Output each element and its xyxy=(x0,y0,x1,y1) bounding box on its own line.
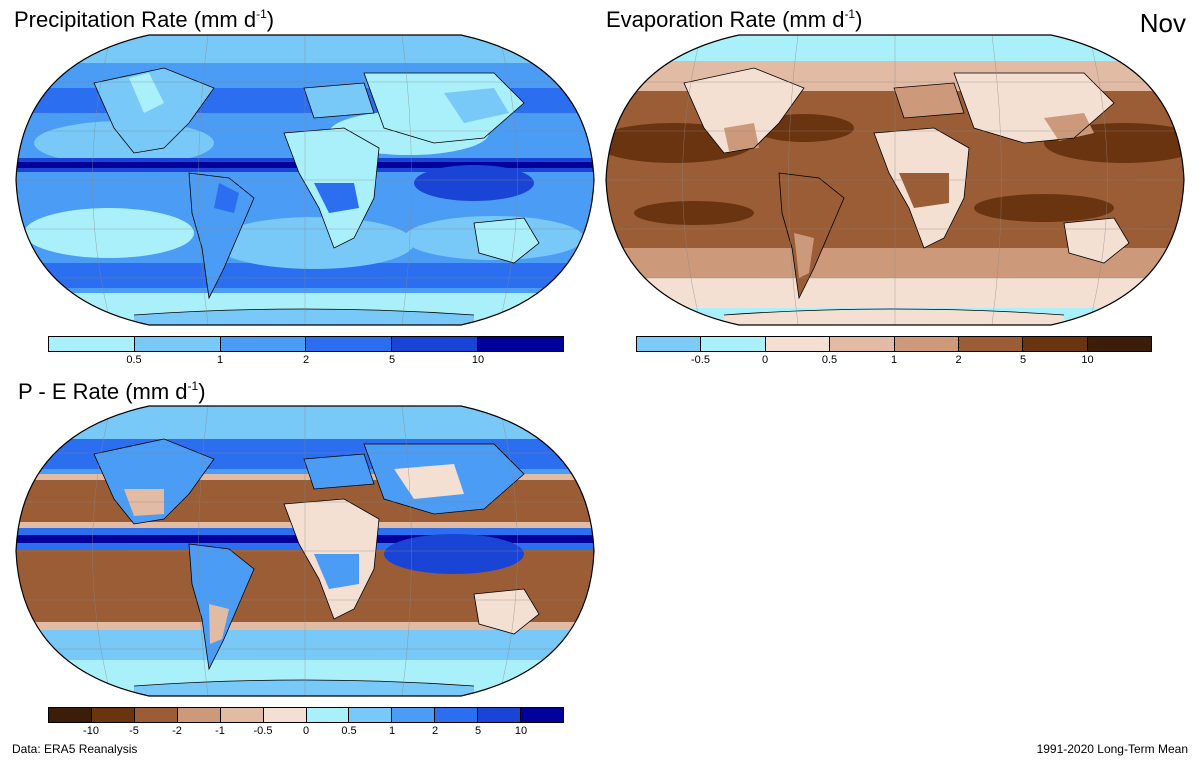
pe-colorbar-tick: -0.5 xyxy=(253,725,273,737)
pe-colorbar-tick: -1 xyxy=(215,725,225,737)
evap-colorbar-segment xyxy=(1087,337,1151,351)
precip-colorbar-tick: 10 xyxy=(471,354,485,366)
pe-colorbar-segment xyxy=(263,708,307,722)
pe-colorbar-tick: 5 xyxy=(474,725,482,737)
pe-colorbar-ticks: -10 -5 -2 -1 -0.5 0 0.5 1 2 5 10 xyxy=(48,725,564,739)
pe-colorbar-segment xyxy=(435,708,479,722)
pe-colorbar-segment xyxy=(306,708,350,722)
precip-title-text: Precipitation Rate (mm d xyxy=(14,7,257,32)
pe-title-close: ) xyxy=(198,379,206,404)
precip-colorbar-segment xyxy=(306,337,393,351)
evap-colorbar-tick: 0 xyxy=(761,354,769,366)
precip-title-exponent: -1 xyxy=(256,7,267,21)
evap-colorbar-segment xyxy=(1023,337,1088,351)
pe-colorbar-segment xyxy=(134,708,178,722)
precip-colorbar-segment xyxy=(49,337,135,351)
pe-colorbar-segment xyxy=(521,708,564,722)
pe-colorbar-segment xyxy=(91,708,135,722)
evap-colorbar-tick: 2 xyxy=(955,354,962,366)
precip-colorbar-segment xyxy=(134,337,221,351)
evap-colorbar-segment xyxy=(701,337,766,351)
pe-colorbar xyxy=(48,707,564,723)
precip-title: Precipitation Rate (mm d-1) xyxy=(14,8,274,31)
evap-title-close: ) xyxy=(855,7,863,32)
pe-colorbar-tick: -10 xyxy=(83,725,99,737)
pe-title-text: P - E Rate (mm d xyxy=(18,379,188,404)
precip-colorbar-segment xyxy=(220,337,307,351)
evap-colorbar-segment xyxy=(894,337,959,351)
evap-colorbar-tick: 10 xyxy=(1081,354,1094,366)
pe-map xyxy=(15,405,595,697)
evap-colorbar-segment xyxy=(765,337,831,351)
evap-colorbar xyxy=(636,336,1152,352)
evap-colorbar-tick: -0.5 xyxy=(691,354,710,366)
evap-title-exponent: -1 xyxy=(844,7,856,21)
pe-colorbar-tick: -5 xyxy=(129,725,139,737)
period-label: 1991-2020 Long-Term Mean xyxy=(1036,742,1188,756)
data-source-label: Data: ERA5 Reanalysis xyxy=(12,742,138,756)
precip-colorbar-tick: 0.5 xyxy=(126,354,142,366)
pe-colorbar-tick: -2 xyxy=(172,725,182,737)
precip-colorbar-tick: 1 xyxy=(216,354,224,366)
precip-map xyxy=(15,34,595,326)
evap-colorbar-segment xyxy=(637,337,702,351)
pe-colorbar-segment xyxy=(478,708,522,722)
precip-colorbar-tick: 5 xyxy=(388,354,396,366)
pe-colorbar-segment xyxy=(220,708,264,722)
evap-colorbar-segment xyxy=(830,337,895,351)
pe-colorbar-segment xyxy=(49,708,92,722)
pe-colorbar-tick: 0.5 xyxy=(341,725,357,737)
precip-title-close: ) xyxy=(266,7,275,32)
precip-colorbar-tick: 2 xyxy=(302,354,310,366)
month-label: Nov xyxy=(1139,8,1186,38)
pe-colorbar-segment xyxy=(392,708,436,722)
pe-title-exponent: -1 xyxy=(187,379,199,393)
pe-colorbar-tick: 10 xyxy=(514,725,528,737)
precip-colorbar-segment xyxy=(392,337,479,351)
pe-colorbar-segment xyxy=(349,708,393,722)
pe-colorbar-segment xyxy=(177,708,221,722)
precip-colorbar-ticks: 0.5 1 2 5 10 xyxy=(48,354,564,368)
pe-colorbar-tick: 0 xyxy=(302,725,310,737)
evap-map xyxy=(605,34,1185,326)
evap-title: Evaporation Rate (mm d-1) xyxy=(606,8,862,31)
precip-colorbar xyxy=(48,336,564,352)
pe-colorbar-tick: 2 xyxy=(431,725,439,737)
evap-colorbar-tick: 0.5 xyxy=(821,354,838,366)
evap-colorbar-tick: 1 xyxy=(890,354,898,366)
evap-title-text: Evaporation Rate (mm d xyxy=(606,7,845,32)
evap-colorbar-segment xyxy=(958,337,1024,351)
pe-colorbar-tick: 1 xyxy=(388,725,396,737)
evap-colorbar-ticks: -0.5 0 0.5 1 2 5 10 xyxy=(636,354,1152,368)
evap-colorbar-tick: 5 xyxy=(1019,354,1027,366)
pe-title: P - E Rate (mm d-1) xyxy=(18,380,206,403)
precip-colorbar-segment xyxy=(478,337,563,351)
